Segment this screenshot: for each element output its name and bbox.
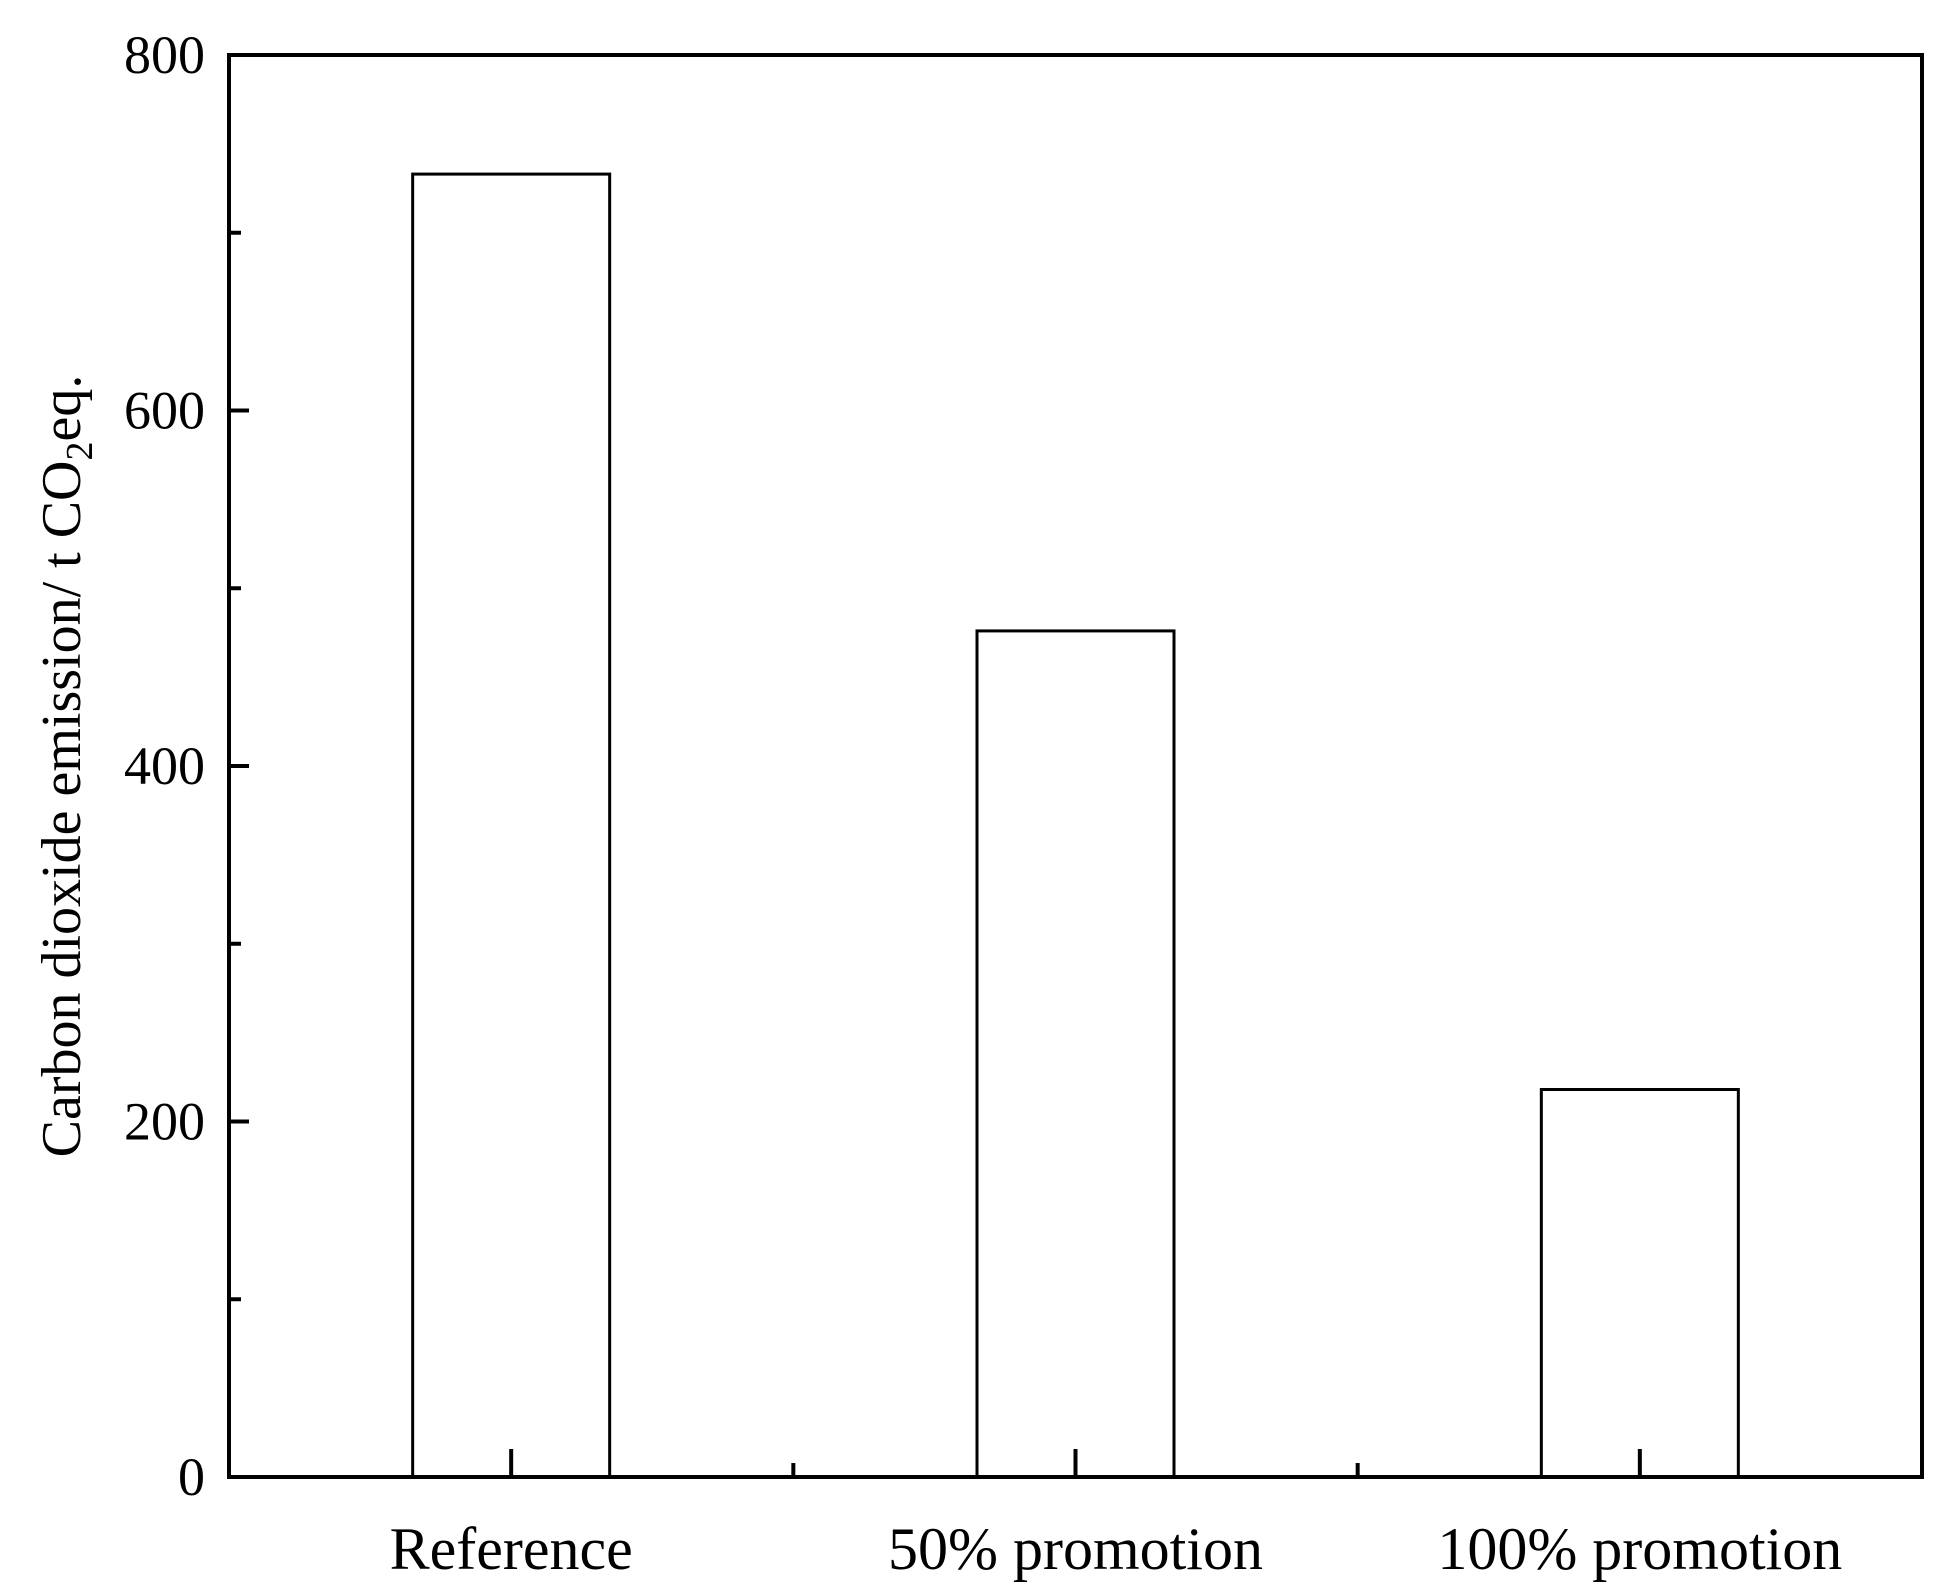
x-tick-label: 100% promotion: [1437, 1516, 1842, 1582]
x-tick-label: Reference: [390, 1516, 633, 1582]
y-axis-label-tail: eq.: [31, 375, 93, 442]
y-tick-label: 600: [124, 381, 205, 441]
y-tick-label: 0: [178, 1447, 205, 1507]
bar-3: [1539, 1088, 1740, 1479]
y-tick-label: 200: [124, 1092, 205, 1152]
y-axis-label: Carbon dioxide emission/ t CO2eq.: [31, 375, 101, 1158]
y-ticks-group: [229, 53, 249, 1479]
x-tick-label: 50% promotion: [888, 1516, 1263, 1582]
y-tick-label: 400: [124, 736, 205, 796]
y-tick-label: 800: [124, 25, 205, 85]
plot-frame: [227, 53, 1924, 1479]
x-ticks-group: [509, 1449, 1642, 1477]
bar-1: [411, 172, 612, 1479]
y-tick-labels-group: 0 200 400 600 800: [124, 25, 205, 1507]
bar-2: [975, 629, 1176, 1479]
bars-group: [411, 172, 1740, 1479]
y-axis-label-subscript: 2: [59, 442, 101, 461]
y-axis-label-main: Carbon dioxide emission/ t CO: [31, 461, 93, 1158]
x-tick-labels-group: Reference 50% promotion 100% promotion: [390, 1516, 1843, 1582]
